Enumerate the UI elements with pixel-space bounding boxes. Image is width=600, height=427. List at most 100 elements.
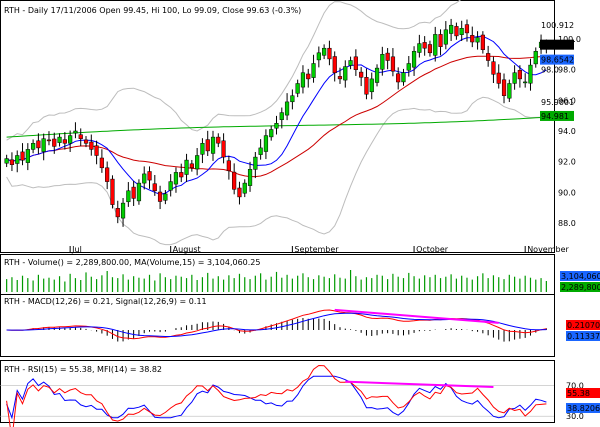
candle-body (385, 52, 390, 61)
candle-body (353, 56, 358, 70)
candle-body (168, 181, 173, 191)
volume-tag-box (560, 282, 600, 292)
volume-ma-tag: 3,104,060 (561, 272, 600, 281)
macd-tag: 0.21070 (567, 321, 600, 330)
candle-body (454, 26, 459, 37)
macd-tag-box (566, 320, 600, 330)
candle-body (105, 167, 110, 182)
candle-body (110, 178, 115, 205)
candle-body (411, 51, 417, 68)
candle-body (501, 79, 507, 96)
price-tag-label: 98.0 (541, 66, 559, 75)
signal-tag: 0.11337 (567, 332, 600, 341)
candle-body (173, 172, 179, 185)
candle-body (115, 208, 120, 218)
lower-band-line (6, 96, 547, 246)
candle-body (263, 135, 269, 152)
mfi-tag: 38.8206 (567, 404, 600, 413)
candle-body (295, 83, 300, 94)
rsi-divergence-line (345, 380, 494, 389)
volume-panel-title: RTH - Volume() = 2,289,800.00, MA(Volume… (4, 258, 260, 267)
price-panel: RTH - Daily 17/11/2006 Open 99.45, Hi 10… (0, 0, 581, 253)
date-axis: Jul August September October November (69, 245, 570, 254)
price-tag-label: 100.912 (541, 21, 574, 30)
date-tick-label: Jul (71, 245, 82, 254)
candle-body (195, 155, 200, 170)
candle-body (300, 72, 306, 88)
candle-body (470, 35, 475, 43)
candle-body (284, 101, 290, 116)
candle-body (147, 171, 152, 181)
candle-body (427, 44, 433, 54)
candle-body (343, 66, 348, 81)
candle-body (68, 135, 73, 144)
candle-body (258, 147, 263, 155)
price-tick-label: 96.0 (558, 96, 576, 105)
candle-body (189, 163, 194, 169)
candle-body (200, 143, 205, 155)
rsi-tag-box (566, 388, 600, 398)
date-tick-label: August (173, 245, 201, 254)
rsi-panel-title: RTH - RSI(15) = 55.38, MFI(14) = 38.82 (4, 365, 162, 374)
price-tick-label: 94.0 (558, 127, 576, 136)
candle-body (184, 159, 189, 175)
candle-body (221, 140, 226, 158)
candle-body (438, 34, 443, 47)
candle-body (528, 64, 533, 84)
candle-body (306, 73, 311, 80)
candle-body (131, 186, 136, 199)
rsi-tag: 55.38 (567, 389, 590, 398)
candle-body (274, 123, 279, 129)
candle-body (46, 139, 52, 142)
candle-body (290, 95, 295, 103)
candle-body (390, 56, 396, 72)
candle-body (401, 72, 406, 83)
candle-body (380, 54, 385, 70)
macd-divergence-line (334, 308, 499, 324)
candle-body (486, 53, 491, 61)
candle-body (443, 29, 448, 45)
date-tick-label: October (416, 245, 449, 254)
candle-body (348, 60, 353, 66)
rsi-tick-label: 30.0 (566, 412, 584, 421)
candle-body (126, 190, 131, 203)
candle-body (216, 136, 221, 144)
candle-body (507, 83, 512, 99)
price-tick-label: 90.0 (558, 188, 576, 197)
candle-body (136, 182, 142, 202)
price-tick-label: 88.0 (558, 219, 576, 228)
mfi-line (6, 375, 547, 420)
candle-body (533, 51, 538, 65)
candle-body (15, 155, 20, 164)
candle-body (475, 37, 480, 43)
candle-body (496, 72, 501, 84)
candle-body (157, 191, 163, 202)
price-tag-label: 98.6542 (541, 56, 574, 65)
candle-body (20, 151, 25, 161)
candle-body (327, 47, 332, 60)
candle-body (36, 140, 41, 149)
date-tick-label: September (294, 245, 339, 254)
candle-body (31, 143, 36, 150)
candle-body (120, 202, 126, 219)
volume-ma-tag-box (560, 271, 600, 281)
candle-body (247, 169, 253, 186)
candle-body (269, 129, 274, 138)
candle-body (205, 139, 210, 152)
volume-panel: RTH - Volume() = 2,289,800.00, MA(Volume… (0, 254, 600, 295)
macd-panel-title: RTH - MACD(12,26) = 0.21, Signal(12,26,9… (4, 297, 207, 306)
candle-body (491, 61, 496, 75)
price-tag-box (540, 54, 574, 65)
candle-body (422, 42, 427, 49)
candle-body (316, 52, 321, 61)
price-tick-label: 92.0 (558, 158, 576, 167)
candle-body (226, 160, 231, 172)
candle-body (57, 136, 62, 143)
candle-body (232, 171, 237, 190)
candle-body (142, 173, 147, 184)
upper-band-line (6, 0, 462, 141)
candle-body (94, 145, 99, 156)
candle-body (417, 43, 422, 53)
candle-body (332, 56, 337, 74)
candle-body (237, 187, 242, 198)
